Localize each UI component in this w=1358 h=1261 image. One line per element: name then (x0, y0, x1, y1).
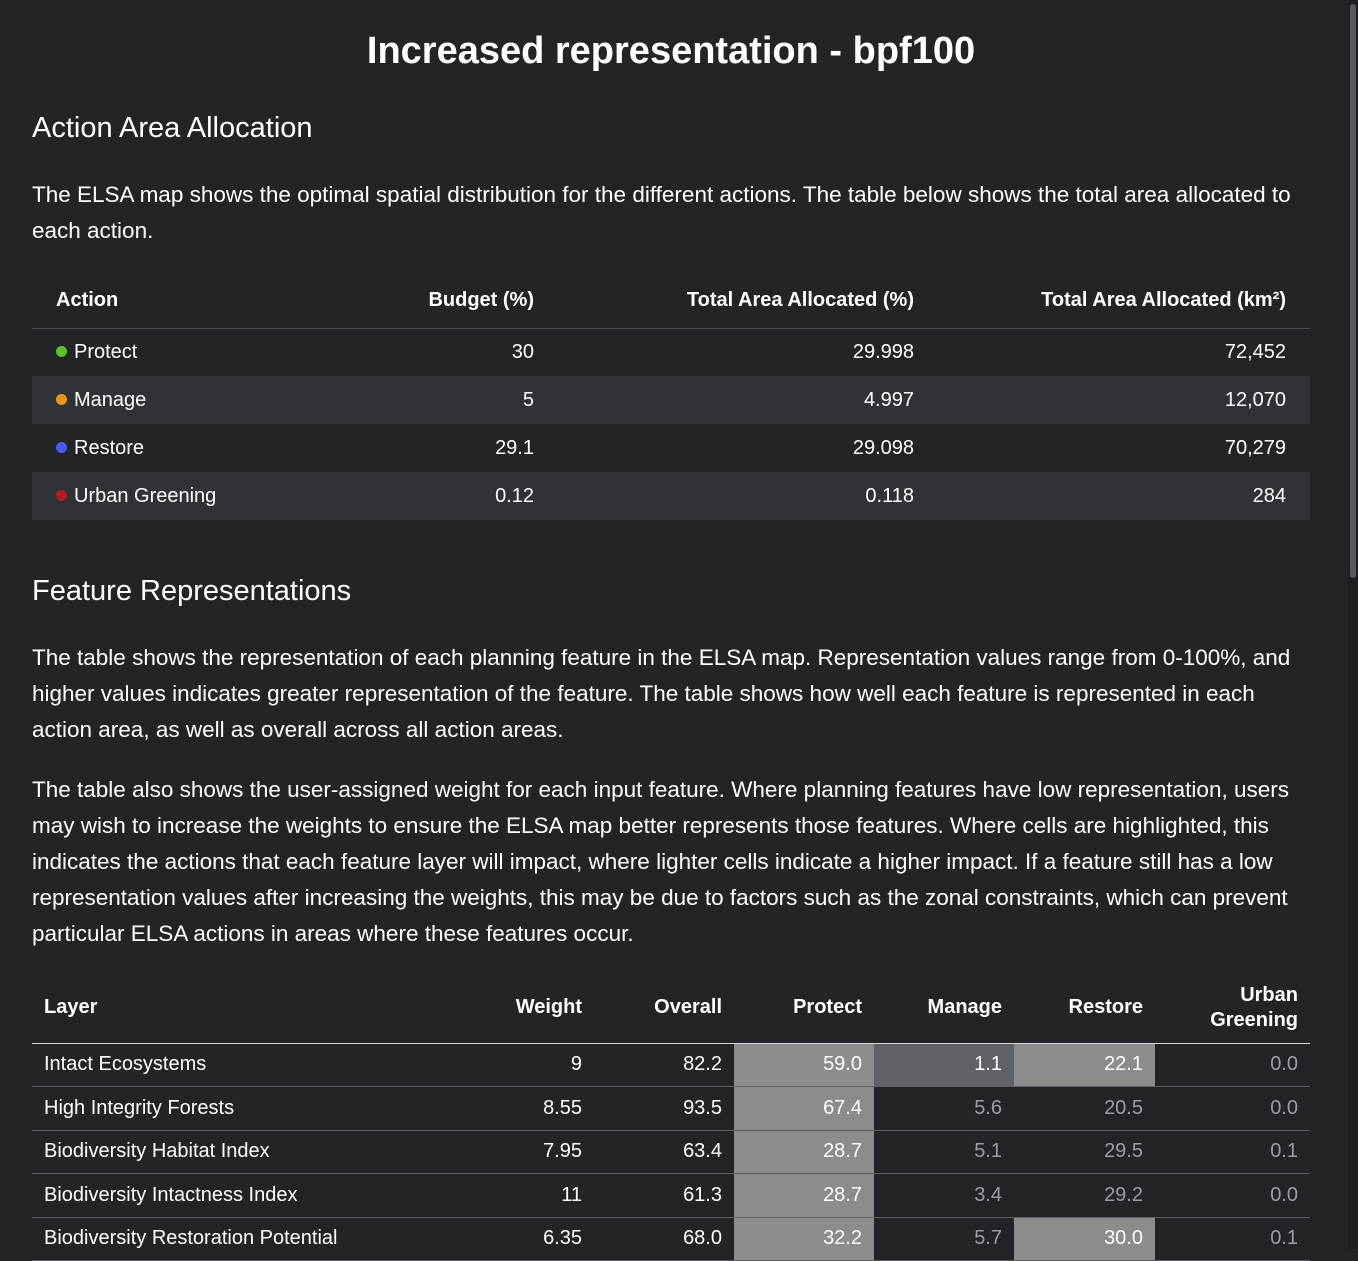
protect-color-dot (56, 345, 67, 357)
col-layer: Layer (32, 973, 452, 1044)
budget-value: 5 (332, 376, 558, 424)
urban-greening-color-dot (56, 489, 67, 501)
restore-value: 29.5 (1014, 1130, 1155, 1174)
table-row: Urban Greening 0.12 0.118 284 (32, 472, 1310, 520)
area-pct-value: 4.997 (558, 376, 938, 424)
vertical-scrollbar[interactable] (1348, 0, 1358, 1249)
col-area-pct: Total Area Allocated (%) (558, 274, 938, 329)
urban-header-line2: Greening (1210, 1008, 1298, 1031)
table-header-row: Layer Weight Overall Protect Manage Rest… (32, 973, 1310, 1044)
overall-value: 68.0 (594, 1217, 734, 1261)
area-km2-value: 70,279 (1224, 436, 1286, 459)
manage-value: 5.1 (874, 1130, 1014, 1174)
area-pct-value: 29.998 (852, 340, 914, 363)
layer-name: High Integrity Forests (32, 1086, 452, 1131)
protect-value: 32.2 (734, 1217, 874, 1261)
table-row: Intact Ecosystems 9 82.2 59.0 1.1 22.1 0… (32, 1043, 1310, 1087)
restore-value: 29.2 (1014, 1173, 1155, 1218)
col-overall: Overall (594, 973, 734, 1044)
col-protect: Protect (734, 973, 874, 1044)
action-allocation-table: Action Budget (%) Total Area Allocated (… (32, 274, 1310, 520)
protect-value: 28.7 (734, 1173, 874, 1218)
area-pct-value: 0.118 (558, 472, 938, 520)
layer-name: Biodiversity Habitat Index (32, 1130, 452, 1174)
urban-value: 0.0 (1155, 1043, 1310, 1087)
action-label: Restore (74, 436, 145, 459)
area-km2-value: 12,070 (938, 376, 1310, 424)
budget-value: 29.1 (495, 436, 534, 459)
layer-name: Biodiversity Restoration Potential (32, 1217, 452, 1261)
col-manage: Manage (874, 973, 1014, 1044)
page-title: Increased representation - bpf100 (366, 30, 976, 72)
weight-value: 7.95 (452, 1130, 594, 1174)
table-row: Biodiversity Restoration Potential 6.35 … (32, 1217, 1310, 1261)
col-area-km2: Total Area Allocated (km²) (938, 274, 1310, 329)
restore-value: 30.0 (1014, 1217, 1155, 1261)
features-description-1: The table shows the representation of ea… (32, 645, 1291, 742)
table-row: Biodiversity Habitat Index 7.95 63.4 28.… (32, 1130, 1310, 1174)
urban-value: 0.1 (1155, 1130, 1310, 1174)
budget-value: 30 (511, 340, 534, 363)
manage-value: 5.6 (874, 1086, 1014, 1131)
protect-value: 67.4 (734, 1086, 874, 1131)
col-restore: Restore (1014, 973, 1155, 1044)
table-row: Protect 30 29.998 72,452 (32, 328, 1310, 376)
allocation-heading: Action Area Allocation (32, 112, 313, 144)
col-weight: Weight (452, 973, 594, 1044)
features-heading: Feature Representations (32, 575, 352, 607)
weight-value: 9 (452, 1043, 594, 1087)
protect-value: 28.7 (734, 1130, 874, 1174)
weight-value: 8.55 (452, 1086, 594, 1131)
protect-value: 59.0 (734, 1043, 874, 1087)
restore-value: 22.1 (1014, 1043, 1155, 1087)
weight-value: 6.35 (452, 1217, 594, 1261)
area-km2-value: 284 (938, 472, 1310, 520)
weight-value: 11 (452, 1173, 594, 1218)
action-label: Protect (74, 340, 138, 363)
col-action: Action (32, 274, 332, 329)
action-label: Manage (74, 388, 147, 411)
area-pct-value: 29.098 (852, 436, 914, 459)
table-row: Restore 29.1 29.098 70,279 (32, 424, 1310, 472)
overall-value: 93.5 (594, 1086, 734, 1131)
table-row: Manage 5 4.997 12,070 (32, 376, 1310, 424)
urban-value: 0.0 (1155, 1173, 1310, 1218)
scrollbar-thumb[interactable] (1350, 4, 1356, 578)
col-budget: Budget (%) (332, 274, 558, 329)
table-row: Biodiversity Intactness Index 11 61.3 28… (32, 1173, 1310, 1218)
table-header-row: Action Budget (%) Total Area Allocated (… (32, 274, 1310, 329)
features-description-2: The table also shows the user-assigned w… (32, 777, 1289, 946)
restore-value: 20.5 (1014, 1086, 1155, 1131)
feature-representation-table: Layer Weight Overall Protect Manage Rest… (32, 973, 1310, 1261)
manage-color-dot (56, 393, 67, 405)
overall-value: 82.2 (594, 1043, 734, 1087)
restore-color-dot (56, 441, 67, 453)
urban-value: 0.1 (1155, 1217, 1310, 1261)
allocation-description: The ELSA map shows the optimal spatial d… (32, 182, 1291, 243)
manage-value: 5.7 (874, 1217, 1014, 1261)
urban-header-line1: Urban (1240, 983, 1298, 1006)
manage-value: 3.4 (874, 1173, 1014, 1218)
area-km2-value: 72,452 (1224, 340, 1286, 363)
col-urban-greening: Urban Greening (1155, 973, 1310, 1044)
manage-value: 1.1 (874, 1043, 1014, 1087)
overall-value: 61.3 (594, 1173, 734, 1218)
table-row: High Integrity Forests 8.55 93.5 67.4 5.… (32, 1086, 1310, 1131)
budget-value: 0.12 (332, 472, 558, 520)
action-label: Urban Greening (74, 484, 217, 507)
layer-name: Intact Ecosystems (32, 1043, 452, 1087)
urban-value: 0.0 (1155, 1086, 1310, 1131)
overall-value: 63.4 (594, 1130, 734, 1174)
layer-name: Biodiversity Intactness Index (32, 1173, 452, 1218)
